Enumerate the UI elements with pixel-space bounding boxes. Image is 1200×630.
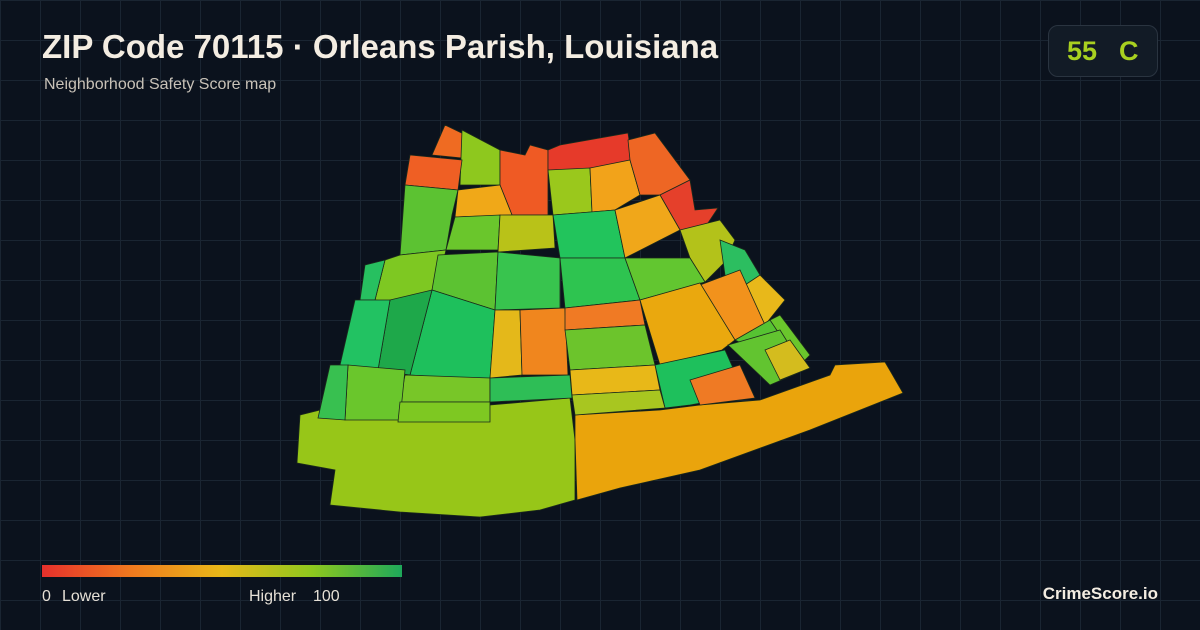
- legend-min: 0: [42, 588, 51, 605]
- legend-min-label: Lower: [62, 588, 106, 605]
- tract: [574, 361, 904, 501]
- tract: [571, 389, 666, 416]
- tract: [344, 364, 406, 421]
- tract: [519, 307, 569, 376]
- tract: [689, 364, 756, 406]
- tracts: [296, 124, 904, 518]
- tract: [564, 324, 656, 371]
- tract: [489, 309, 523, 379]
- tract: [547, 167, 593, 216]
- tract: [317, 364, 349, 421]
- tract: [489, 374, 573, 403]
- tract: [589, 159, 641, 213]
- score-grade: C: [1119, 36, 1139, 66]
- tract: [445, 214, 501, 251]
- tract: [497, 214, 556, 253]
- tract: [459, 129, 501, 186]
- legend-max-label: Higher: [249, 588, 297, 605]
- subtitle: Neighborhood Safety Score map: [44, 76, 277, 93]
- title: ZIP Code 70115 · Orleans Parish, Louisia…: [42, 28, 719, 65]
- tract: [494, 251, 561, 311]
- tract: [397, 401, 491, 423]
- brand: CrimeScore.io: [1042, 584, 1158, 603]
- tract: [552, 209, 626, 259]
- tract: [764, 339, 811, 381]
- tract: [404, 154, 463, 191]
- tract: [399, 184, 459, 256]
- legend-gradient: [42, 565, 402, 577]
- tract: [399, 374, 491, 403]
- score-badge: 55 C: [1048, 25, 1158, 77]
- legend-max: 100: [313, 588, 340, 605]
- score-value: 55: [1067, 36, 1098, 66]
- tract: [624, 257, 706, 301]
